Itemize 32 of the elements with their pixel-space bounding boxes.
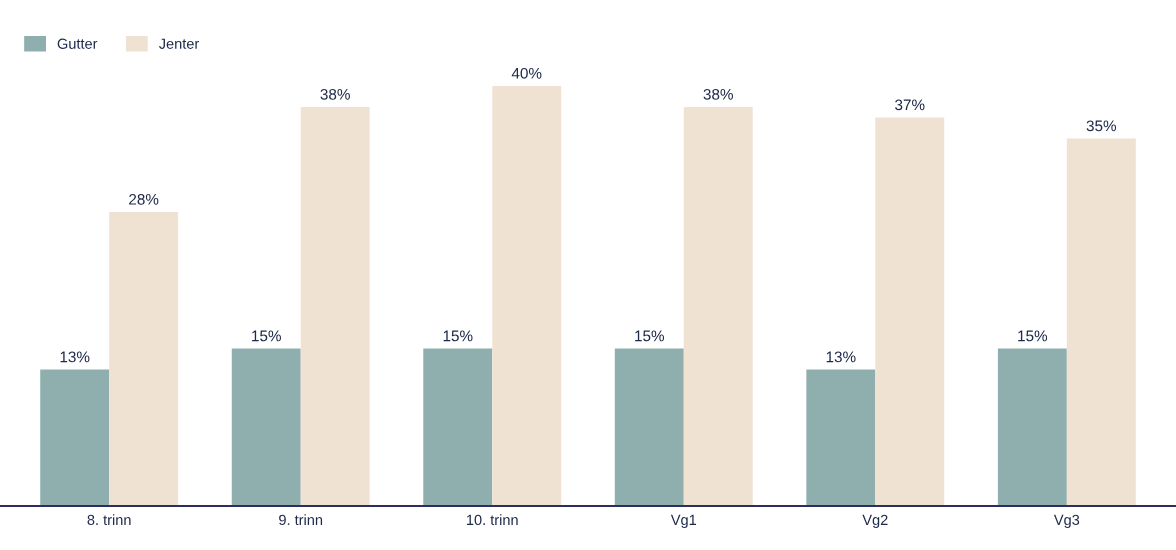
bar [40, 369, 110, 506]
data-label: 40% [511, 67, 542, 79]
bar [300, 106, 370, 506]
x-tick-label: Vg3 [1053, 514, 1080, 528]
bar [423, 348, 493, 506]
x-tick-label: Vg1 [670, 514, 697, 528]
data-label: 15% [252, 330, 281, 342]
bar [109, 211, 179, 506]
bar [806, 369, 876, 506]
data-label: 35% [1086, 120, 1117, 132]
legend-label: Gutter [57, 38, 98, 49]
data-label: 13% [826, 351, 856, 363]
bar [614, 348, 684, 506]
data-label: 13% [60, 351, 90, 363]
data-label: 28% [129, 193, 159, 205]
bar [1066, 138, 1136, 506]
data-label: 38% [703, 88, 733, 100]
bar [231, 348, 301, 506]
data-label: 15% [443, 330, 473, 342]
legend-label: Jenter [158, 38, 200, 49]
x-tick-label: 10. trinn [467, 514, 518, 526]
bar [683, 106, 753, 506]
data-label: 15% [635, 330, 665, 342]
bar [997, 348, 1067, 506]
data-label: 38% [320, 88, 350, 100]
x-tick-label: Vg2 [862, 514, 888, 528]
x-tick-label: 8. trinn [87, 514, 131, 526]
bar [875, 117, 945, 506]
data-label: 37% [895, 99, 925, 111]
bar [492, 85, 562, 506]
data-label: 15% [1018, 330, 1048, 342]
x-tick-label: 9. trinn [279, 514, 323, 526]
